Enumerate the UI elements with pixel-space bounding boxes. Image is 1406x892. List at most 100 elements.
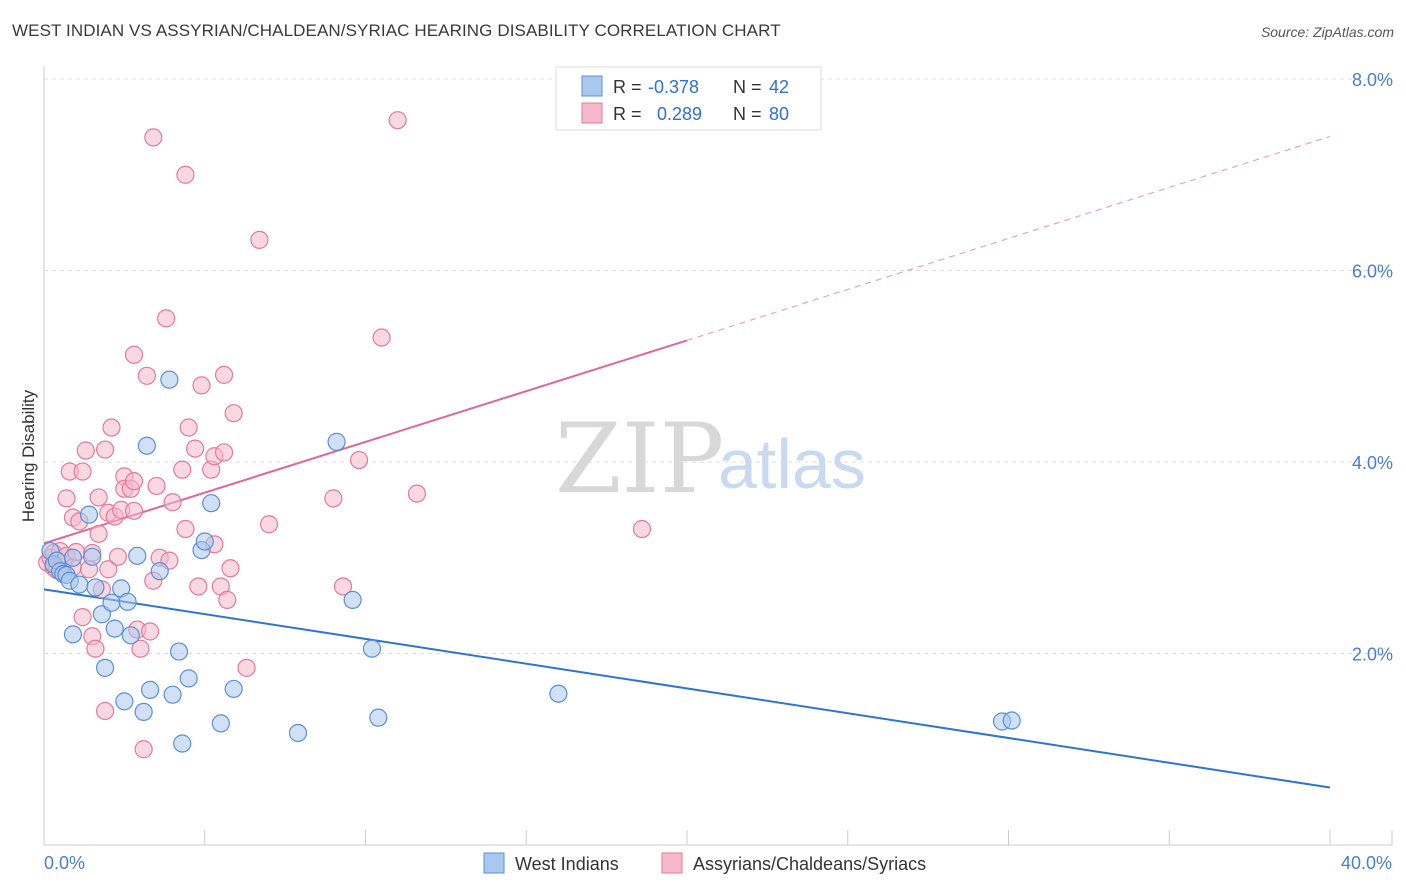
axes: [43, 66, 1392, 846]
data-point-assyrians: [186, 439, 205, 458]
data-point-assyrians: [144, 128, 163, 147]
legend-swatch-west-indians: [483, 852, 505, 874]
data-point-west-indians: [549, 684, 568, 703]
data-point-assyrians: [76, 441, 95, 460]
y-tick-label: 2.0%: [1352, 645, 1393, 665]
series-legend: West Indians Assyrians/Chaldeans/Syriacs: [483, 852, 926, 874]
data-point-west-indians: [169, 642, 189, 661]
data-point-assyrians: [349, 450, 369, 470]
data-point-assyrians: [176, 165, 195, 184]
data-point-west-indians: [369, 708, 388, 727]
data-point-west-indians: [140, 680, 160, 699]
data-point-west-indians: [327, 432, 346, 451]
y-tick-label: 4.0%: [1352, 453, 1393, 473]
data-point-assyrians: [140, 622, 160, 641]
data-point-west-indians: [83, 547, 102, 566]
data-point-west-indians: [79, 505, 99, 524]
data-point-west-indians: [224, 679, 243, 699]
data-point-assyrians: [407, 484, 427, 503]
data-point-west-indians: [163, 685, 182, 704]
data-point-assyrians: [250, 230, 269, 249]
stats-r-value-blue: -0.378: [648, 77, 699, 97]
data-point-west-indians: [137, 436, 156, 455]
legend-label-assyrians: Assyrians/Chaldeans/Syriacs: [693, 854, 926, 874]
series-west-indians-points: [41, 370, 1021, 753]
y-tick-label: 8.0%: [1352, 70, 1393, 90]
data-point-west-indians: [134, 702, 153, 722]
trend-lines: [43, 135, 1331, 789]
data-point-assyrians: [147, 476, 166, 496]
watermark: ZIP atlas: [555, 403, 866, 515]
data-point-assyrians: [214, 443, 234, 462]
data-point-assyrians: [99, 560, 118, 579]
data-point-assyrians: [237, 658, 256, 677]
data-point-west-indians: [343, 590, 362, 609]
data-point-assyrians: [134, 740, 153, 759]
data-point-west-indians: [160, 370, 179, 389]
data-point-assyrians: [57, 489, 76, 508]
data-point-assyrians: [157, 309, 176, 328]
watermark-atlas: atlas: [718, 425, 866, 503]
data-point-assyrians: [372, 328, 391, 347]
data-point-west-indians: [102, 593, 121, 612]
data-point-assyrians: [108, 547, 128, 566]
data-point-west-indians: [362, 639, 382, 658]
data-point-west-indians: [95, 658, 115, 677]
y-tick-label: 6.0%: [1352, 262, 1393, 282]
data-point-assyrians: [124, 501, 144, 520]
data-point-west-indians: [128, 546, 147, 565]
data-point-assyrians: [73, 608, 92, 627]
data-point-assyrians: [221, 559, 240, 578]
data-point-assyrians: [192, 376, 211, 395]
trend-line-assyrians: [43, 339, 688, 545]
data-point-assyrians: [632, 519, 652, 539]
data-point-assyrians: [124, 345, 144, 364]
data-point-assyrians: [189, 577, 208, 596]
x-tick-label-min: 0.0%: [44, 853, 85, 873]
data-point-assyrians: [95, 440, 115, 459]
stats-r-value-pink: 0.289: [657, 104, 702, 124]
data-point-assyrians: [73, 462, 92, 481]
legend-label-west-indians: West Indians: [515, 854, 619, 874]
stats-r-label-blue: R =: [613, 77, 642, 97]
stats-n-label-pink: N =: [733, 104, 762, 124]
trend-line-west-indians: [43, 588, 1331, 789]
data-point-assyrians: [333, 577, 353, 596]
data-point-west-indians: [288, 723, 308, 743]
data-point-west-indians: [211, 714, 230, 733]
data-point-west-indians: [150, 562, 169, 581]
data-point-assyrians: [176, 519, 195, 539]
y-axis-tick-labels: 2.0% 4.0% 6.0% 8.0%: [1352, 70, 1393, 665]
data-point-assyrians: [259, 515, 279, 534]
data-point-assyrians: [163, 493, 182, 512]
gridlines: [44, 78, 1392, 654]
stats-swatch-pink: [581, 102, 603, 124]
data-point-west-indians: [202, 494, 221, 513]
data-point-assyrians: [89, 488, 108, 507]
data-point-assyrians: [218, 590, 237, 609]
data-point-west-indians: [173, 734, 192, 753]
trend-line-assyrians-extension: [686, 135, 1331, 341]
data-point-west-indians: [86, 578, 105, 597]
source-credit: Source: ZipAtlas.com: [1260, 24, 1394, 40]
data-point-assyrians: [95, 701, 115, 721]
data-point-assyrians: [102, 418, 121, 437]
data-point-assyrians: [173, 460, 192, 479]
data-point-assyrians: [224, 404, 243, 423]
y-axis-title: Hearing Disability: [19, 389, 38, 522]
data-point-assyrians: [137, 366, 156, 385]
legend-swatch-assyrians: [661, 852, 683, 874]
data-point-west-indians: [115, 692, 134, 711]
data-point-assyrians: [179, 418, 198, 437]
stats-r-label-pink: R =: [613, 104, 642, 124]
chart-title: WEST INDIAN VS ASSYRIAN/CHALDEAN/SYRIAC …: [12, 21, 781, 40]
watermark-zip: ZIP: [555, 403, 724, 515]
x-axis-ticks: [204, 830, 1393, 845]
stats-n-value-blue: 42: [769, 77, 789, 97]
data-point-assyrians: [324, 489, 343, 508]
data-point-assyrians: [214, 365, 234, 384]
data-point-west-indians: [63, 548, 83, 567]
data-point-west-indians: [70, 575, 89, 594]
stats-swatch-blue: [581, 75, 603, 97]
